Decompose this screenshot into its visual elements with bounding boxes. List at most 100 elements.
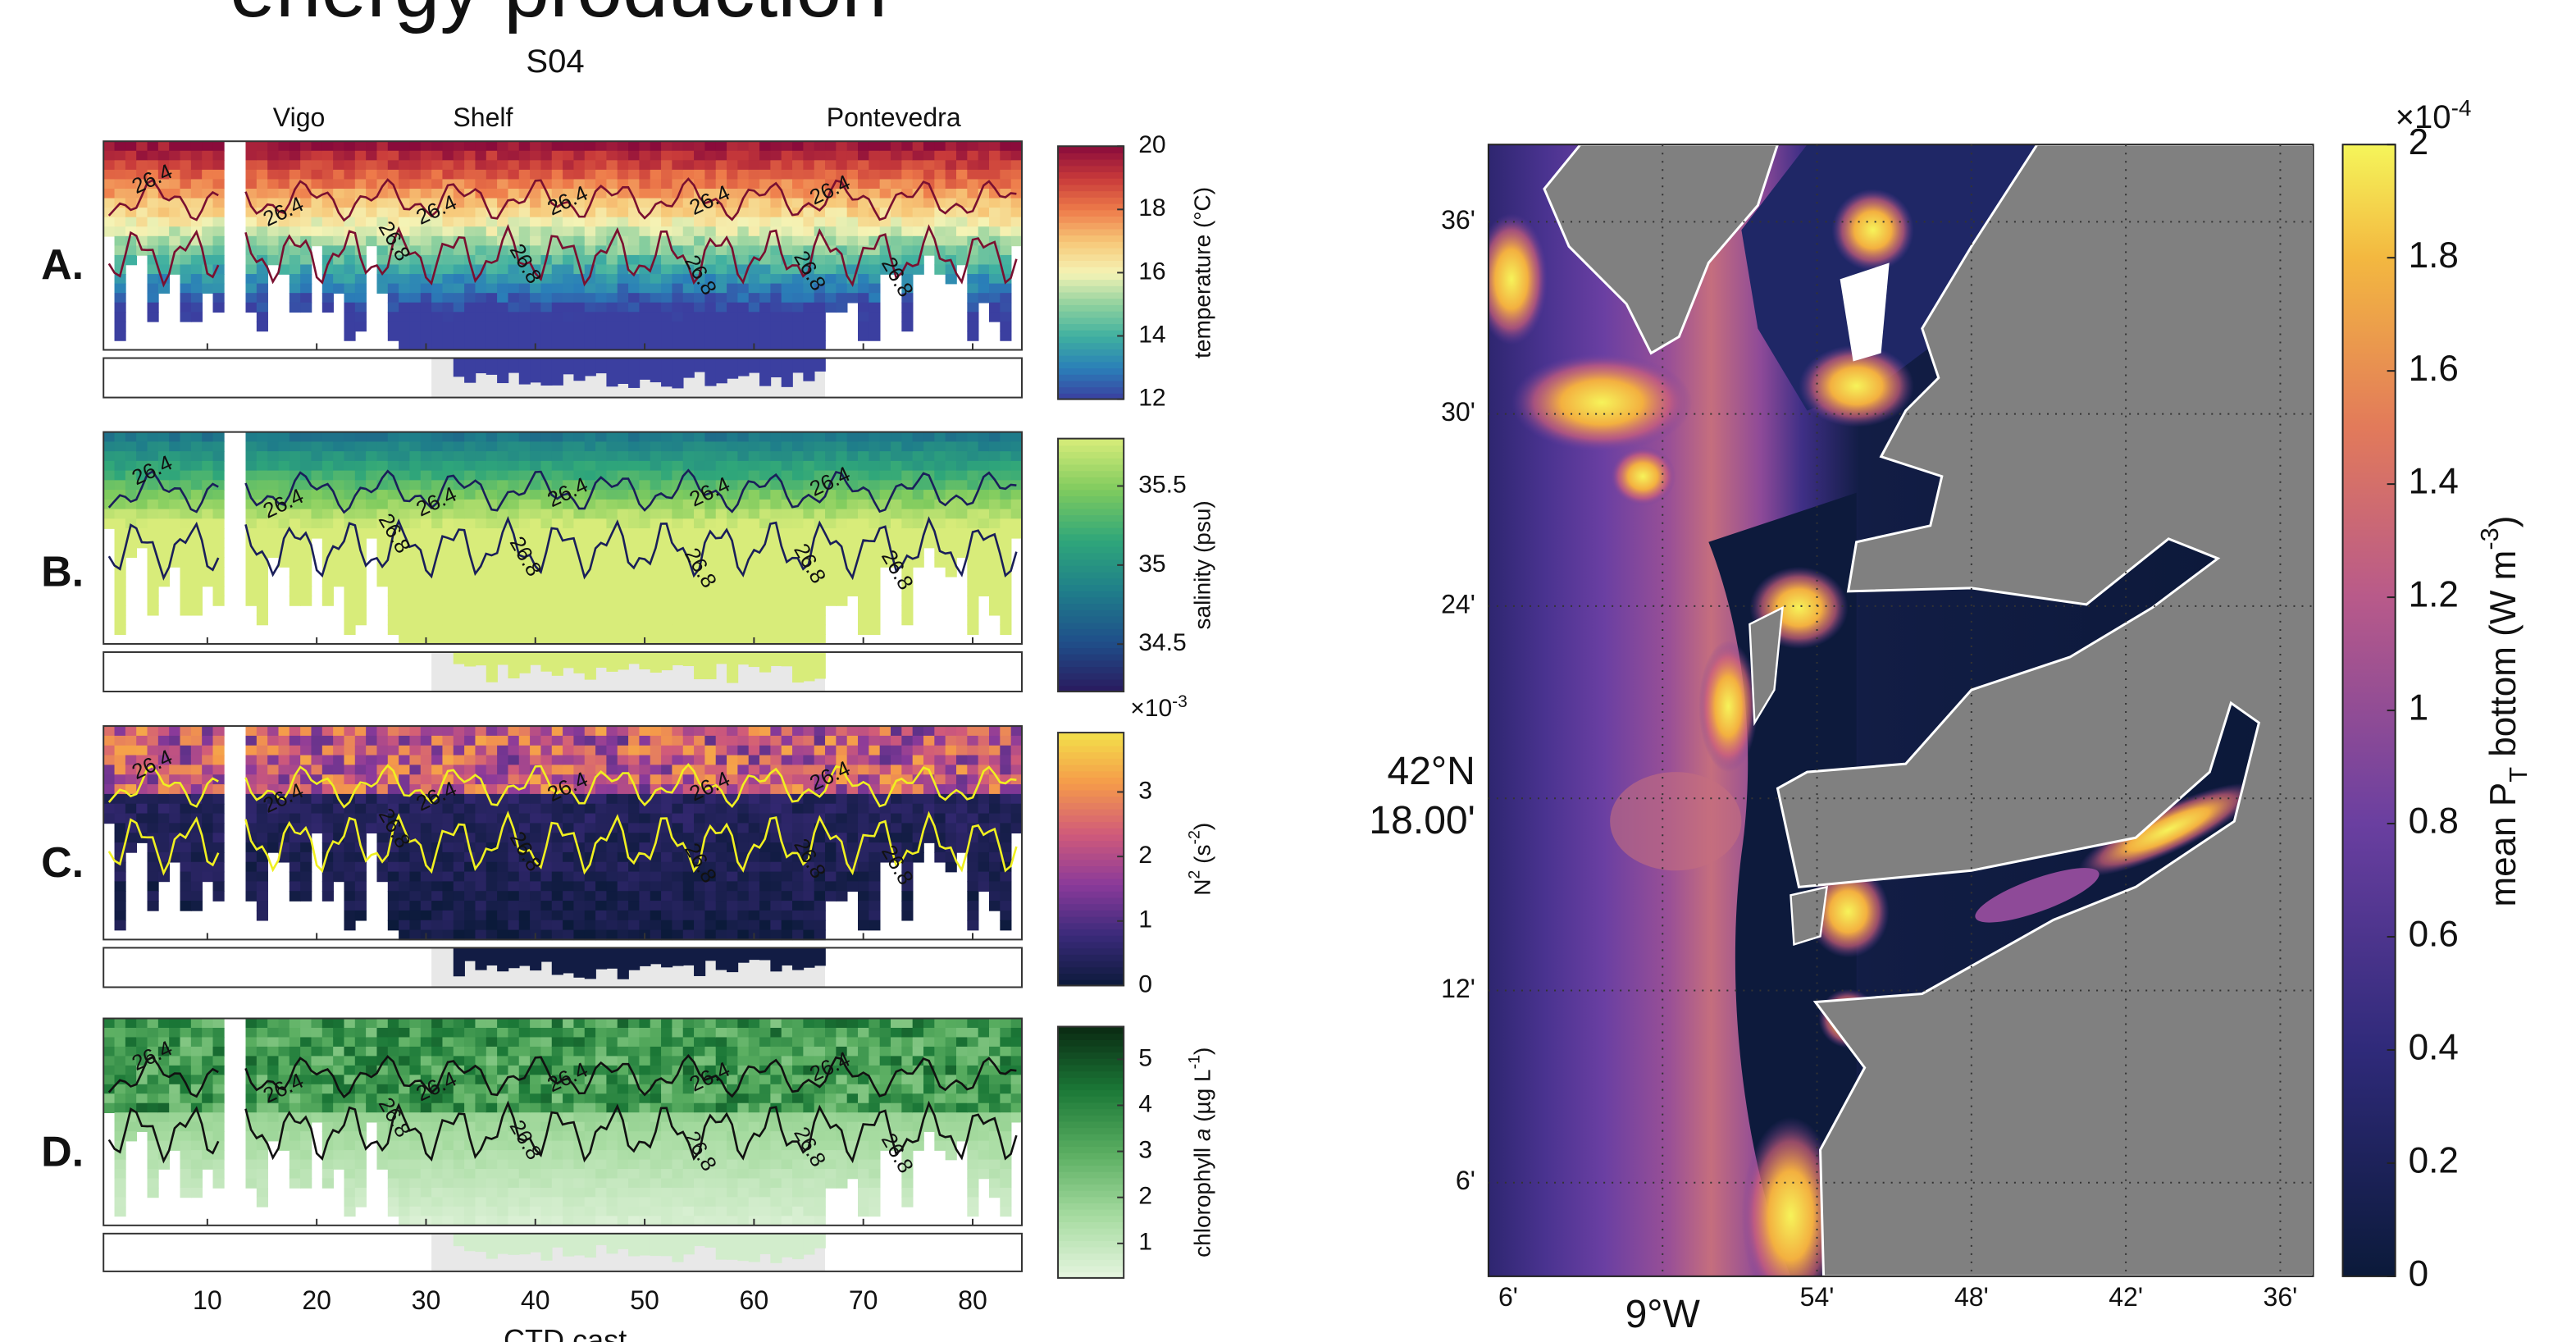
heatmap-cell — [344, 264, 355, 274]
heatmap-cell — [486, 226, 498, 236]
strip-cell — [628, 358, 640, 388]
heatmap-cell — [508, 911, 519, 921]
heatmap-cell — [573, 236, 585, 246]
heatmap-cell — [540, 930, 552, 941]
heatmap-cell — [148, 596, 159, 606]
heatmap-cell — [508, 901, 519, 911]
heatmap-cell — [913, 217, 924, 227]
colorbar-cell — [1058, 628, 1124, 636]
heatmap-cell — [115, 881, 126, 892]
heatmap-cell — [552, 596, 563, 606]
colorbar-tick-label: 16 — [1138, 258, 1165, 285]
heatmap-cell — [989, 726, 1001, 737]
heatmap-cell — [213, 587, 225, 597]
heatmap-cell — [191, 736, 203, 746]
heatmap-cell — [913, 170, 924, 180]
heatmap-cell — [606, 891, 618, 902]
heatmap-cell — [442, 322, 454, 331]
heatmap-cell — [978, 151, 990, 161]
heatmap-cell — [749, 284, 760, 294]
heatmap-cell — [585, 596, 596, 606]
heatmap-cell — [704, 226, 716, 236]
heatmap-cell — [115, 901, 126, 911]
heatmap-cell — [103, 480, 115, 491]
heatmap-cell — [869, 746, 880, 756]
heatmap-cell — [803, 794, 814, 805]
heatmap-cell — [792, 596, 804, 606]
heatmap-cell — [825, 432, 837, 443]
heatmap-cell — [923, 500, 935, 510]
heatmap-cell — [639, 920, 650, 931]
heatmap-cell — [409, 451, 421, 462]
heatmap-cell — [858, 852, 869, 863]
heatmap-cell — [311, 226, 322, 236]
heatmap-cell — [967, 217, 978, 227]
heatmap-cell — [180, 518, 192, 529]
heatmap-cell — [530, 236, 541, 246]
heatmap-cell — [585, 461, 596, 472]
heatmap-cell — [880, 451, 891, 462]
heatmap-cell — [759, 726, 771, 737]
heatmap-cell — [213, 451, 225, 462]
heatmap-cell — [727, 577, 738, 587]
heatmap-cell — [475, 528, 486, 539]
heatmap-cell — [956, 236, 968, 246]
heatmap-cell — [782, 930, 793, 941]
heatmap-cell — [486, 528, 498, 539]
heatmap-cell — [901, 823, 913, 833]
heatmap-cell — [191, 293, 203, 303]
heatmap-cell — [759, 746, 771, 756]
heatmap-cell — [869, 451, 880, 462]
heatmap-cell — [508, 577, 519, 587]
heatmap-cell — [388, 852, 399, 863]
heatmap-cell — [595, 432, 607, 443]
heatmap-cell — [267, 236, 279, 246]
heatmap-cell — [628, 881, 640, 892]
heatmap-cell — [148, 199, 159, 208]
heatmap-cell — [595, 548, 607, 559]
heatmap-cell — [213, 823, 225, 833]
heatmap-cell — [978, 784, 990, 795]
heatmap-cell — [628, 255, 640, 265]
heatmap-cell — [694, 755, 705, 766]
heatmap-cell — [213, 577, 225, 587]
heatmap-cell — [180, 170, 192, 180]
heatmap-cell — [322, 160, 334, 170]
heatmap-cell — [923, 170, 935, 180]
heatmap-cell — [563, 264, 574, 274]
heatmap-cell — [891, 226, 902, 236]
heatmap-cell — [508, 312, 519, 322]
heatmap-cell — [661, 303, 672, 313]
heatmap-cell — [540, 605, 552, 616]
heatmap-cell — [803, 911, 814, 921]
heatmap-cell — [704, 736, 716, 746]
heatmap-cell — [486, 518, 498, 529]
heatmap-cell — [508, 726, 519, 737]
heatmap-cell — [508, 794, 519, 805]
heatmap-cell — [770, 451, 782, 462]
heatmap-cell — [431, 151, 443, 161]
heatmap-cell — [1000, 293, 1011, 303]
heatmap-cell — [869, 726, 880, 737]
colorbar-tick-label: 35.5 — [1138, 471, 1186, 498]
heatmap-cell — [989, 891, 1001, 902]
heatmap-cell — [431, 340, 443, 350]
heatmap-cell — [169, 236, 180, 246]
heatmap-cell — [103, 432, 115, 443]
heatmap-cell — [869, 518, 880, 529]
heatmap-cell — [344, 833, 355, 843]
heatmap-cell — [563, 804, 574, 815]
heatmap-cell — [901, 755, 913, 766]
heatmap-cell — [606, 557, 618, 568]
heatmap-cell — [716, 852, 727, 863]
heatmap-cell — [891, 794, 902, 805]
heatmap-cell — [901, 538, 913, 549]
heatmap-cell — [737, 833, 749, 843]
colorbar-cell — [1058, 386, 1124, 394]
heatmap-cell — [158, 842, 170, 853]
heatmap-cell — [388, 160, 399, 170]
heatmap-cell — [486, 920, 498, 931]
heatmap-cell — [115, 226, 126, 236]
heatmap-cell — [497, 471, 508, 482]
heatmap-cell — [836, 509, 847, 520]
